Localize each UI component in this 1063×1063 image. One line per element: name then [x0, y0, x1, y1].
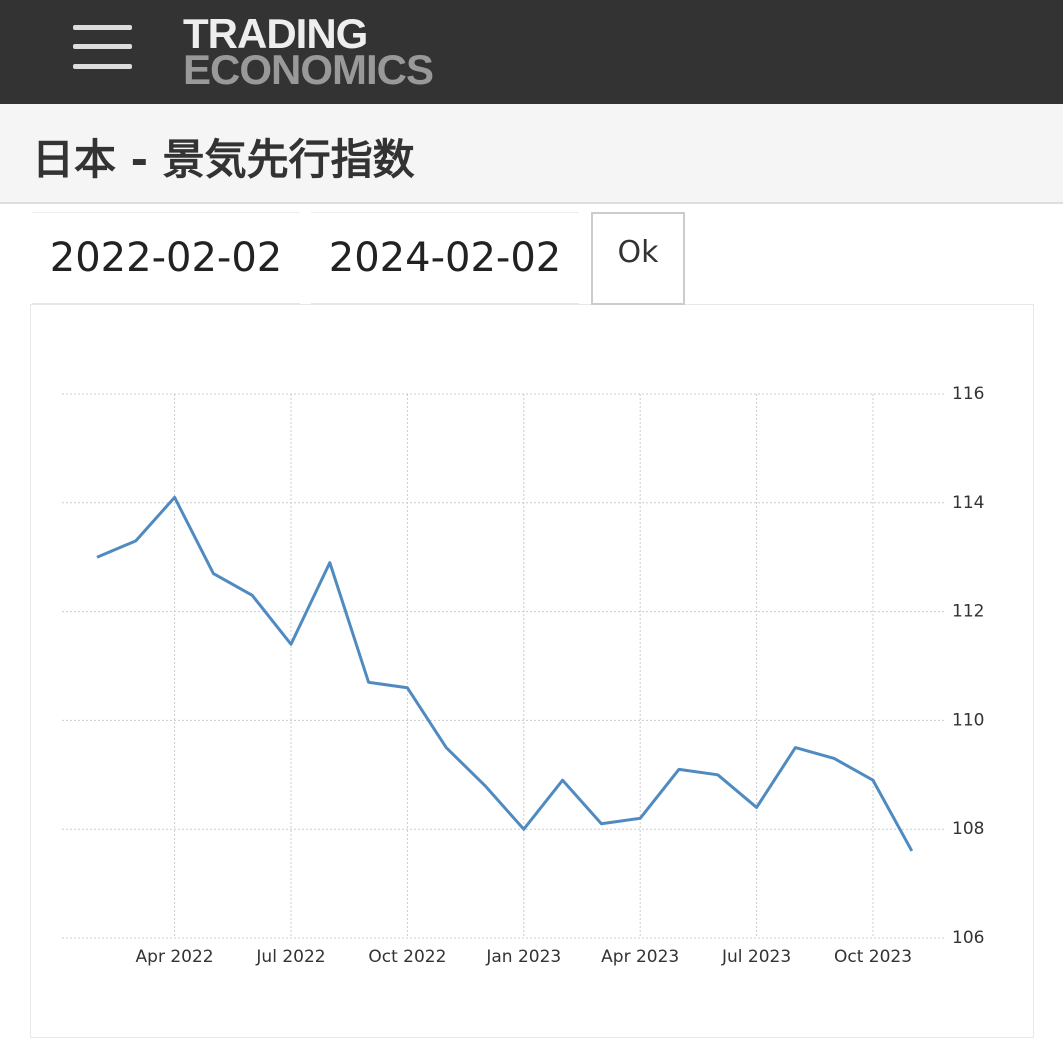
x-tick-label: Oct 2022: [368, 947, 446, 967]
logo-top[interactable]: TRADING: [183, 10, 368, 57]
menu-icon[interactable]: [73, 44, 132, 49]
y-tick-label: 108: [952, 819, 984, 839]
start-date-input[interactable]: 2022-02-02: [32, 212, 300, 305]
y-tick-label: 110: [952, 710, 984, 730]
end-date-input[interactable]: 2024-02-02: [311, 212, 579, 305]
menu-icon[interactable]: [73, 64, 132, 69]
y-tick-label: 112: [952, 602, 984, 622]
y-tick-label: 116: [952, 384, 984, 404]
x-tick-label: Jul 2023: [721, 947, 791, 967]
page-title: 日本 - 景気先行指数: [32, 135, 415, 184]
y-tick-label: 114: [952, 493, 984, 513]
y-tick-label: 106: [952, 928, 984, 948]
logo-bottom[interactable]: ECONOMICS: [183, 46, 434, 93]
x-tick-label: Oct 2023: [834, 947, 912, 967]
title-bar: 日本 - 景気先行指数: [0, 104, 1063, 204]
x-tick-label: Jan 2023: [485, 947, 561, 967]
x-tick-label: Apr 2022: [136, 947, 214, 967]
menu-icon[interactable]: [73, 25, 132, 30]
header: TRADING ECONOMICS: [0, 0, 1063, 104]
ok-button[interactable]: Ok: [591, 212, 685, 305]
x-tick-label: Apr 2023: [601, 947, 679, 967]
x-tick-label: Jul 2022: [255, 947, 325, 967]
data-line: [96, 495, 914, 852]
